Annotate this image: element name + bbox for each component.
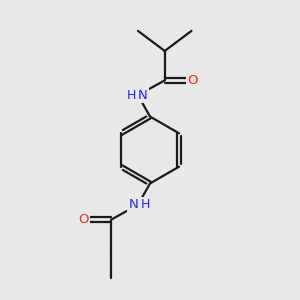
Text: N: N bbox=[138, 88, 148, 102]
Text: H: H bbox=[127, 88, 136, 102]
Text: O: O bbox=[188, 74, 198, 87]
Text: H: H bbox=[141, 198, 150, 212]
Text: N: N bbox=[129, 198, 139, 212]
Text: O: O bbox=[78, 213, 88, 226]
